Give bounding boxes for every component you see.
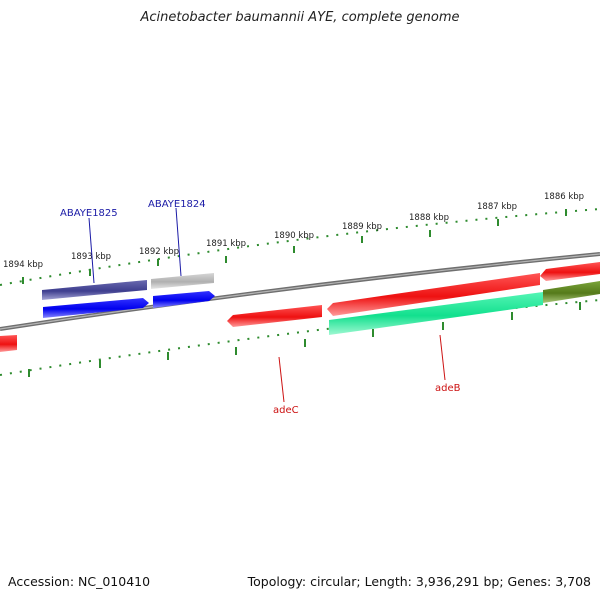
ruler-label-1892: 1892 kbp (139, 247, 179, 257)
ruler-label-1889: 1889 kbp (342, 222, 382, 232)
gene-label-adec[interactable]: adeC (273, 405, 299, 416)
ruler-label-1886: 1886 kbp (544, 192, 584, 202)
feature-red-outer-right[interactable] (540, 262, 600, 281)
gene-labels: ABAYE1825 ABAYE1824 adeC adeB (60, 199, 461, 416)
leader-abaye1825 (88, 217, 95, 284)
feature-abaye1824-lower[interactable] (153, 291, 215, 308)
feature-olive-right[interactable] (543, 281, 600, 303)
outer-ruler: 1894 kbp 1893 kbp 1892 kbp 1891 kbp 1890… (0, 192, 600, 286)
gene-label-adeb[interactable]: adeB (435, 383, 461, 394)
inner-strand-features (0, 273, 600, 352)
feature-abaye1824-upper[interactable] (151, 273, 214, 289)
ruler-label-1891: 1891 kbp (206, 239, 246, 249)
ruler-label-1888: 1888 kbp (409, 213, 449, 223)
leader-abaye1824 (175, 207, 182, 277)
outer-ruler-labels: 1894 kbp 1893 kbp 1892 kbp 1891 kbp 1890… (3, 192, 584, 270)
ruler-label-1893: 1893 kbp (71, 252, 111, 262)
outer-ruler-major-ticks (22, 209, 567, 284)
gene-label-abaye1825[interactable]: ABAYE1825 (60, 208, 118, 219)
feature-abaye1825-lower[interactable] (43, 298, 149, 318)
feature-adeb[interactable] (329, 292, 543, 335)
feature-adec[interactable] (227, 305, 322, 327)
genome-summary-text: Topology: circular; Length: 3,936,291 bp… (247, 574, 591, 589)
leader-adeb (439, 334, 446, 381)
leader-adec (278, 356, 285, 403)
ruler-label-1894: 1894 kbp (3, 260, 43, 270)
feature-red-upper-right[interactable] (327, 273, 540, 316)
feature-red-left-edge[interactable] (0, 335, 17, 352)
map-title: Acinetobacter baumannii AYE, complete ge… (140, 10, 460, 25)
feature-abaye1825-upper[interactable] (42, 280, 147, 300)
ruler-label-1887: 1887 kbp (477, 202, 517, 212)
ruler-label-1890: 1890 kbp (274, 231, 314, 241)
accession-text: Accession: NC_010410 (8, 574, 151, 589)
inner-ruler-major-ticks (28, 302, 581, 377)
outer-ruler-dashes (0, 208, 600, 286)
gene-label-abaye1824[interactable]: ABAYE1824 (148, 199, 206, 210)
outer-strand-features (42, 262, 600, 300)
